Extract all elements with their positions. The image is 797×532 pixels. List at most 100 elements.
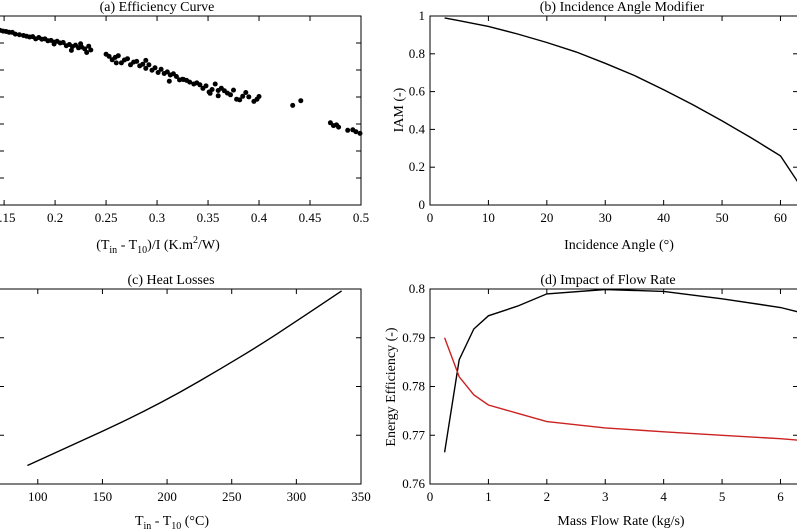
scatter-point [209, 87, 215, 92]
scatter-point [228, 92, 233, 98]
scatter-point [60, 40, 66, 45]
panel-b-x-axis-label: Incidence Angle (°) [564, 238, 674, 253]
panel-d-axes: 0 1 2 3 4 5 6 0.76 0.77 0.78 0.79 0.8 [402, 281, 797, 504]
panel-c-x-axis: 100 150 200 250 300 350 [0, 289, 371, 504]
panel-d-red-line [443, 337, 797, 441]
scatter-point [113, 60, 119, 66]
scatter-point [345, 127, 351, 133]
a-xlabel-mid: - T [117, 238, 137, 253]
scatter-point [78, 41, 84, 47]
scatter-point [86, 43, 92, 49]
panel-c-x-tick-label: 150 [93, 489, 113, 504]
scatter-point [353, 129, 359, 135]
a-xlabel-main: (T [96, 238, 110, 253]
scatter-point [16, 32, 22, 38]
scatter-point [115, 53, 121, 59]
a-xlabel-sub-in: in [109, 245, 117, 256]
scatter-point [125, 56, 130, 62]
panel-d-x-tick-label: 3 [602, 489, 609, 504]
scatter-point [134, 58, 140, 64]
panel-b-x-tick-label: 40 [657, 210, 670, 225]
c-xlabel-mid: - T [151, 514, 171, 529]
panel-d-title: (d) Impact of Flow Rate [540, 273, 675, 288]
panel-a-x-tick-label: 0.2 [47, 210, 63, 225]
scatter-point [203, 83, 209, 89]
panel-b-y-tick-label: 0.4 [409, 121, 426, 136]
panel-c-x-tick-label: 350 [351, 489, 371, 504]
scatter-point [68, 47, 74, 53]
scatter-point [12, 31, 18, 37]
panel-b: (b) Incidence Angle Modifier 0 10 20 30 40 50… [392, 0, 797, 253]
panel-d-x-tick-label: 6 [777, 489, 784, 504]
scatter-point [240, 93, 246, 99]
a-xlabel-sup: 2 [193, 235, 198, 246]
panel-a-x-tick-label: 0.15 [0, 210, 15, 225]
panel-d-efficiency-line [443, 288, 797, 453]
panel-a: (a) Efficiency Curve 0.150.20.250.30.350… [0, 0, 369, 256]
panel-b-x-tick-label: 60 [774, 210, 787, 225]
panel-b-x-tick-label: 30 [599, 210, 612, 225]
panel-d-y-tick-label: 0.76 [402, 476, 425, 491]
scatter-point [51, 41, 57, 47]
panel-b-y-tick-label: 0.6 [409, 84, 426, 99]
scatter-point [212, 81, 218, 87]
c-xlabel-main: T [135, 514, 144, 529]
scatter-point [164, 69, 170, 75]
a-xlabel-end: /W) [198, 238, 220, 253]
a-xlabel-tail: )/I (K.m [147, 238, 193, 253]
scatter-point [246, 94, 252, 100]
panel-b-y-tick-label: 0.2 [409, 159, 425, 174]
panel-a-x-tick-label: 0.4 [251, 210, 268, 225]
panel-c-title: (c) Heat Losses [127, 273, 214, 288]
panel-b-x-tick-label: 20 [540, 210, 553, 225]
panel-c-x-tick-label: 200 [157, 489, 177, 504]
scatter-point [290, 102, 296, 108]
panel-c-x-tick-label: 250 [222, 489, 242, 504]
scatter-point [146, 62, 152, 68]
panel-d-x-tick-label: 5 [719, 489, 726, 504]
panel-d-y-axis-label: Energy Efficiency (-) [384, 327, 399, 447]
panel-d-y-tick-label: 0.77 [402, 427, 425, 442]
panel-a-x-tick-label: 0.45 [299, 210, 322, 225]
scatter-point [231, 87, 236, 93]
c-xlabel-sub-in: in [144, 521, 152, 532]
panel-b-y-tick-label: 0.8 [409, 46, 425, 61]
panel-b-x-tick-label: 10 [482, 210, 495, 225]
panel-d-x-tick-label: 4 [660, 489, 667, 504]
scatter-point [215, 93, 221, 99]
panel-c-x-tick-label: 100 [28, 489, 48, 504]
panel-b-x-tick-label: 50 [716, 210, 729, 225]
scatter-point [336, 124, 342, 130]
scatter-point [187, 79, 193, 85]
scatter-point [166, 78, 172, 84]
panel-d-x-tick-label: 0 [427, 489, 434, 504]
panel-c-x-axis-label: Tin - T10 (°C) [135, 514, 209, 532]
panel-d-x-tick-label: 1 [485, 489, 492, 504]
panel-b-y-axis-label: IAM (-) [392, 87, 407, 132]
panel-b-iam-line [444, 17, 797, 183]
a-xlabel-sub-10: 10 [137, 245, 147, 256]
scatter-point [143, 57, 149, 63]
scatter-point [140, 61, 146, 67]
panel-a-x-tick-label: 0.3 [149, 210, 165, 225]
panel-c-x-tick-label: 300 [287, 489, 307, 504]
scatter-point [155, 70, 161, 75]
panel-a-x-axis-label: (Tin - T10)/I (K.m2/W) [96, 235, 220, 256]
scatter-point [181, 77, 187, 82]
panel-a-x-tick-label: 0.35 [197, 210, 220, 225]
panel-b-x-tick-label: 0 [427, 210, 434, 225]
panel-d: (d) Impact of Flow Rate 0 1 2 3 4 5 6 0.76 0.77 0… [384, 273, 797, 529]
panel-d-x-tick-label: 2 [544, 489, 551, 504]
panel-b-y-tick-label: 1 [419, 8, 426, 23]
scatter-point [197, 82, 203, 88]
panel-d-y-tick-label: 0.78 [402, 379, 425, 394]
panel-d-y-tick-label: 0.8 [409, 281, 425, 296]
scatter-point [243, 90, 249, 95]
scatter-point [207, 90, 213, 96]
panel-b-axes: 0 10 20 30 40 50 60 0 0.2 0.4 0.6 0.8 1 [409, 8, 797, 225]
scatter-point [84, 50, 90, 55]
panel-b-frame [429, 15, 797, 206]
scatter-point [237, 97, 243, 103]
panel-a-frame [0, 15, 362, 206]
